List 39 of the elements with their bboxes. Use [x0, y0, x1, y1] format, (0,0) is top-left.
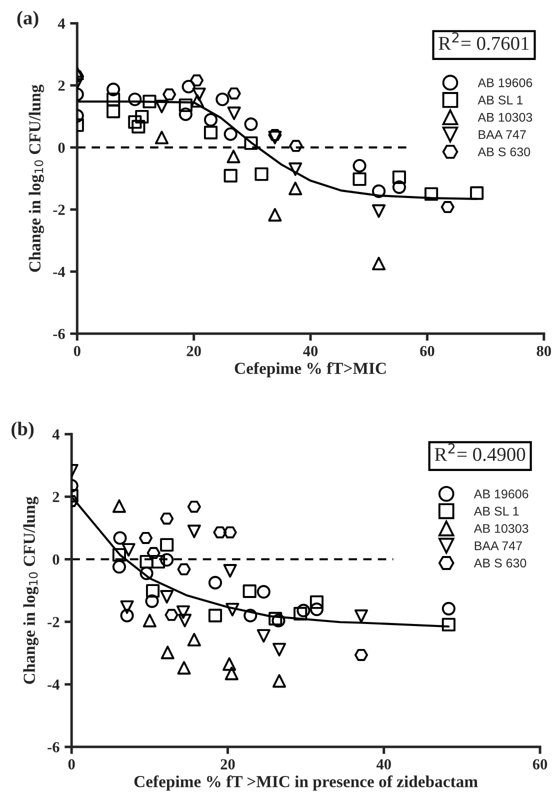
x-tick-label: 20	[186, 346, 201, 356]
x-tick-label: 0	[68, 759, 75, 770]
legend-label: AB 19606	[478, 78, 532, 88]
annotation: R$^{2}$= 0.4900	[434, 443, 526, 462]
legend-label: AB SL 1	[478, 96, 523, 104]
chart-title: (a)	[17, 10, 38, 28]
legend-label: AB 10303	[474, 524, 528, 533]
legend-label: AB SL 1	[474, 506, 519, 516]
y-tick-label: 0	[58, 142, 65, 153]
legend-label: AB S 630	[478, 147, 530, 156]
y-tick-label: -2	[53, 204, 65, 215]
annotation: R$^{2}$= 0.7601	[438, 32, 529, 50]
y-axis-title: Change in log$_{10}$ CFU/lung	[23, 496, 38, 684]
y-tick-label: 0	[52, 554, 60, 565]
legend-label: AB S 630	[474, 558, 526, 568]
y-tick-label: 2	[58, 80, 65, 91]
y-tick-label: 4	[58, 18, 66, 29]
x-tick-label: 40	[376, 759, 391, 770]
x-tick-label: 20	[220, 759, 235, 770]
y-tick-label: 2	[52, 492, 60, 502]
x-tick-label: 60	[420, 346, 434, 356]
y-tick-label: -6	[48, 742, 60, 752]
y-axis-title: Change in log$_{10}$ CFU/lung	[28, 84, 44, 272]
x-tick-label: 60	[532, 759, 548, 770]
y-tick-label: -2	[48, 616, 60, 628]
chart-title: (b)	[12, 422, 34, 440]
y-tick-label: -4	[48, 680, 60, 690]
x-axis-title: Cefepime % fT>MIC	[234, 362, 386, 378]
x-tick-label: 80	[536, 346, 551, 356]
y-tick-label: -6	[53, 328, 65, 340]
y-tick-label: 4	[52, 429, 60, 440]
x-tick-label: 40	[303, 346, 318, 356]
legend-label: BAA 747	[474, 541, 522, 550]
legend-label: AB 19606	[474, 490, 528, 498]
y-tick-label: -4	[53, 266, 66, 277]
x-tick-label: 0	[74, 346, 80, 356]
legend-label: AB 10303	[478, 112, 532, 122]
x-axis-title: Cefepime % fT >MIC in presence of zidebactam	[134, 775, 478, 791]
legend-label: BAA 747	[478, 130, 526, 139]
